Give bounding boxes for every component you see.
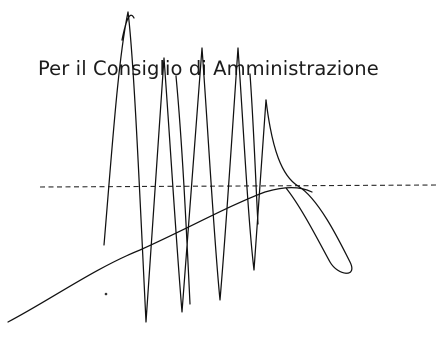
- signatory-caption: Per il Consiglio di Amministrazione: [38, 57, 379, 80]
- signature-line: [39, 184, 438, 188]
- ink-dot: [104, 292, 108, 296]
